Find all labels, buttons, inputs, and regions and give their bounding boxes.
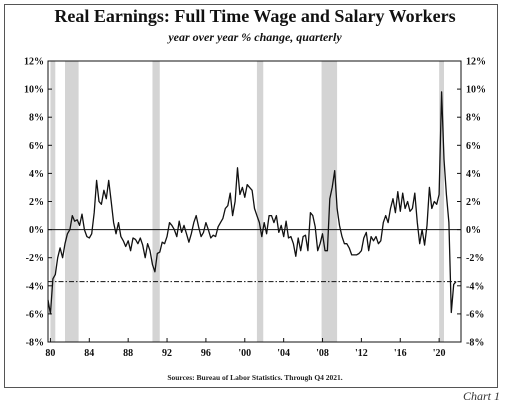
y-tick-label-left: -2% [26,253,44,264]
y-tick-label-left: 0% [29,225,44,236]
y-tick-label-right: -4% [466,281,484,292]
series-line [47,91,457,315]
y-tick-label-right: 8% [466,113,481,124]
recession-band [65,61,79,342]
y-tick-label-left: 4% [29,169,44,180]
series-layer [47,91,457,315]
y-tick-label-left: 10% [24,85,44,96]
chart-subtitle: year over year % change, quarterly [168,30,342,44]
y-tick-label-right: 12% [466,57,486,68]
x-tick-label: '00 [238,348,251,359]
x-tick-label: 80 [45,348,55,359]
y-tick-label-right: -2% [466,253,484,264]
x-tick-label: '12 [355,348,368,359]
y-tick-label-right: -8% [466,338,484,349]
chart-number-label: Chart 1 [462,389,500,403]
y-tick-label-right: 2% [466,197,481,208]
y-tick-label-left: 2% [29,197,44,208]
y-tick-label-left: -4% [26,281,44,292]
x-tick-label: '08 [316,348,329,359]
recession-band [152,61,160,342]
y-tick-label-right: -6% [466,309,484,320]
x-tick-label: 88 [123,348,133,359]
x-tick-label: '16 [394,348,407,359]
axes [47,60,462,343]
y-tick-label-right: 10% [466,85,486,96]
chart-title: Real Earnings: Full Time Wage and Salary… [54,6,456,26]
y-tick-label-left: -8% [26,338,44,349]
y-tick-label-left: 8% [29,113,44,124]
y-tick-label-right: 6% [466,141,481,152]
tick-labels: 12% 12% 10% 10% 8% 8% 6% 6% 4% 4% 2% 2% 0% 0% -2% -2% -4… [24,57,486,360]
chart-source: Sources: Bureau of Labor Statistics. Thr… [167,373,343,382]
y-tick-label-right: 4% [466,169,481,180]
reference-lines [48,229,461,283]
x-tick-label: 92 [162,348,172,359]
y-tick-label-right: 0% [466,225,481,236]
y-tick-label-left: 6% [29,141,44,152]
y-tick-label-left: 12% [24,57,44,68]
recession-bands [50,61,444,342]
x-tick-label: '04 [277,348,290,359]
recession-band [439,61,444,342]
recession-band [256,61,264,342]
x-tick-label: 96 [201,348,211,359]
x-tick-label: 84 [84,348,94,359]
recession-band [50,61,56,342]
y-tick-label-left: -6% [26,309,44,320]
x-tick-label: '20 [433,348,446,359]
